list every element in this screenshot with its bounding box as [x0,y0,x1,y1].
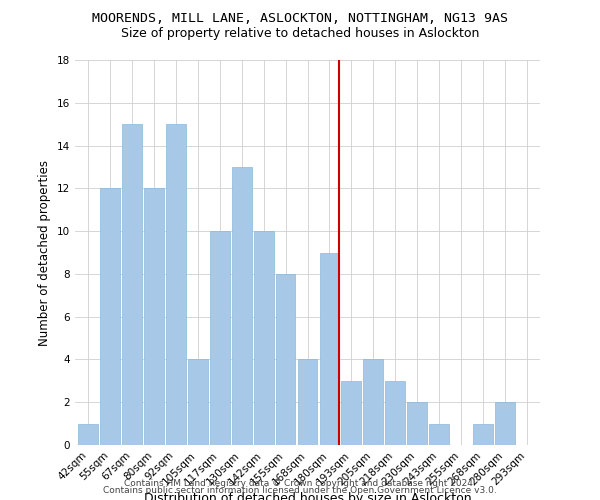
Text: Size of property relative to detached houses in Aslockton: Size of property relative to detached ho… [121,28,479,40]
Text: Contains public sector information licensed under the Open Government Licence v3: Contains public sector information licen… [103,486,497,495]
Bar [210,231,230,445]
Bar [232,167,251,445]
Bar [320,252,340,445]
Bar [495,402,515,445]
Bar [100,188,120,445]
Bar [341,381,361,445]
Bar [429,424,449,445]
Bar [78,424,98,445]
X-axis label: Distribution of detached houses by size in Aslockton: Distribution of detached houses by size … [143,492,472,500]
Bar [254,231,274,445]
Bar [298,360,317,445]
Text: Contains HM Land Registry data © Crown copyright and database right 2024.: Contains HM Land Registry data © Crown c… [124,478,476,488]
Text: MOORENDS, MILL LANE, ASLOCKTON, NOTTINGHAM, NG13 9AS: MOORENDS, MILL LANE, ASLOCKTON, NOTTINGH… [92,12,508,26]
Bar [385,381,405,445]
Bar [122,124,142,445]
Bar [188,360,208,445]
Y-axis label: Number of detached properties: Number of detached properties [38,160,52,346]
Bar [166,124,186,445]
Bar [275,274,295,445]
Bar [407,402,427,445]
Bar [473,424,493,445]
Bar [364,360,383,445]
Bar [144,188,164,445]
